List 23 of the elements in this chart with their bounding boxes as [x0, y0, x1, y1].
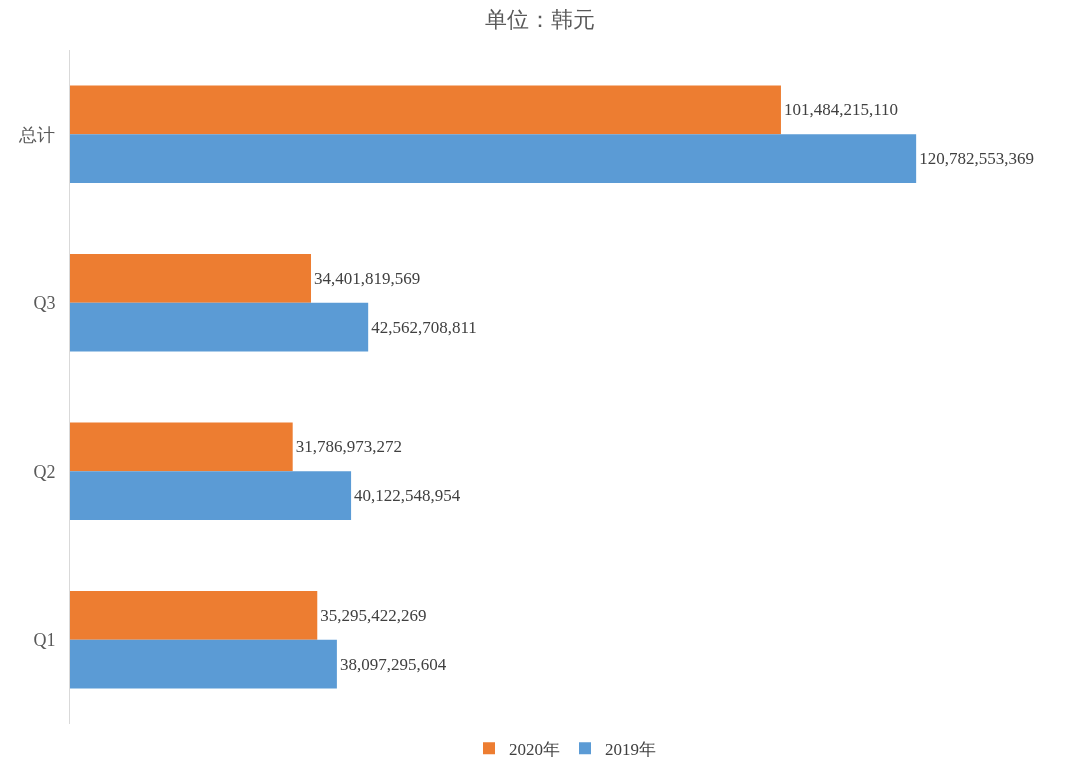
y-tick-label: Q1	[33, 630, 56, 651]
data-label: 40,122,548,954	[354, 486, 461, 506]
legend-label: 2020年	[509, 739, 560, 759]
y-tick-label: Q2	[33, 461, 56, 482]
bar	[70, 85, 781, 135]
bar	[70, 639, 337, 689]
data-label: 42,562,708,811	[371, 317, 477, 337]
chart-title: 单位：韩元	[485, 7, 595, 33]
data-label: 35,295,422,269	[320, 605, 427, 625]
data-label: 120,782,553,369	[919, 149, 1034, 169]
bar	[70, 134, 917, 184]
data-label: 38,097,295,604	[339, 654, 447, 674]
bar	[70, 590, 318, 640]
data-label: 34,401,819,569	[314, 268, 421, 288]
y-tick-label: 总计	[18, 124, 56, 145]
legend-label: 2019年	[605, 739, 656, 759]
bar	[70, 302, 369, 352]
data-label: 101,484,215,110	[783, 100, 899, 120]
bar	[70, 253, 312, 303]
y-tick-label: Q3	[33, 293, 56, 314]
data-label: 31,786,973,272	[295, 437, 402, 457]
bar	[70, 471, 352, 521]
bar	[70, 422, 293, 472]
